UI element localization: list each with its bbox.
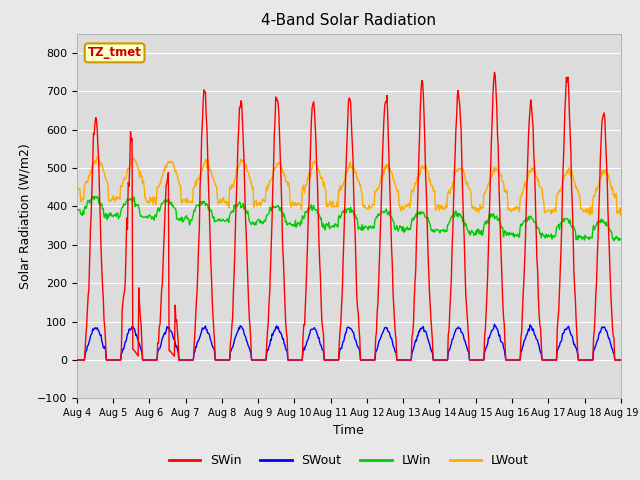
Text: TZ_tmet: TZ_tmet — [88, 47, 141, 60]
Legend: SWin, SWout, LWin, LWout: SWin, SWout, LWin, LWout — [164, 449, 534, 472]
Y-axis label: Solar Radiation (W/m2): Solar Radiation (W/m2) — [18, 143, 31, 289]
X-axis label: Time: Time — [333, 424, 364, 437]
Title: 4-Band Solar Radiation: 4-Band Solar Radiation — [261, 13, 436, 28]
